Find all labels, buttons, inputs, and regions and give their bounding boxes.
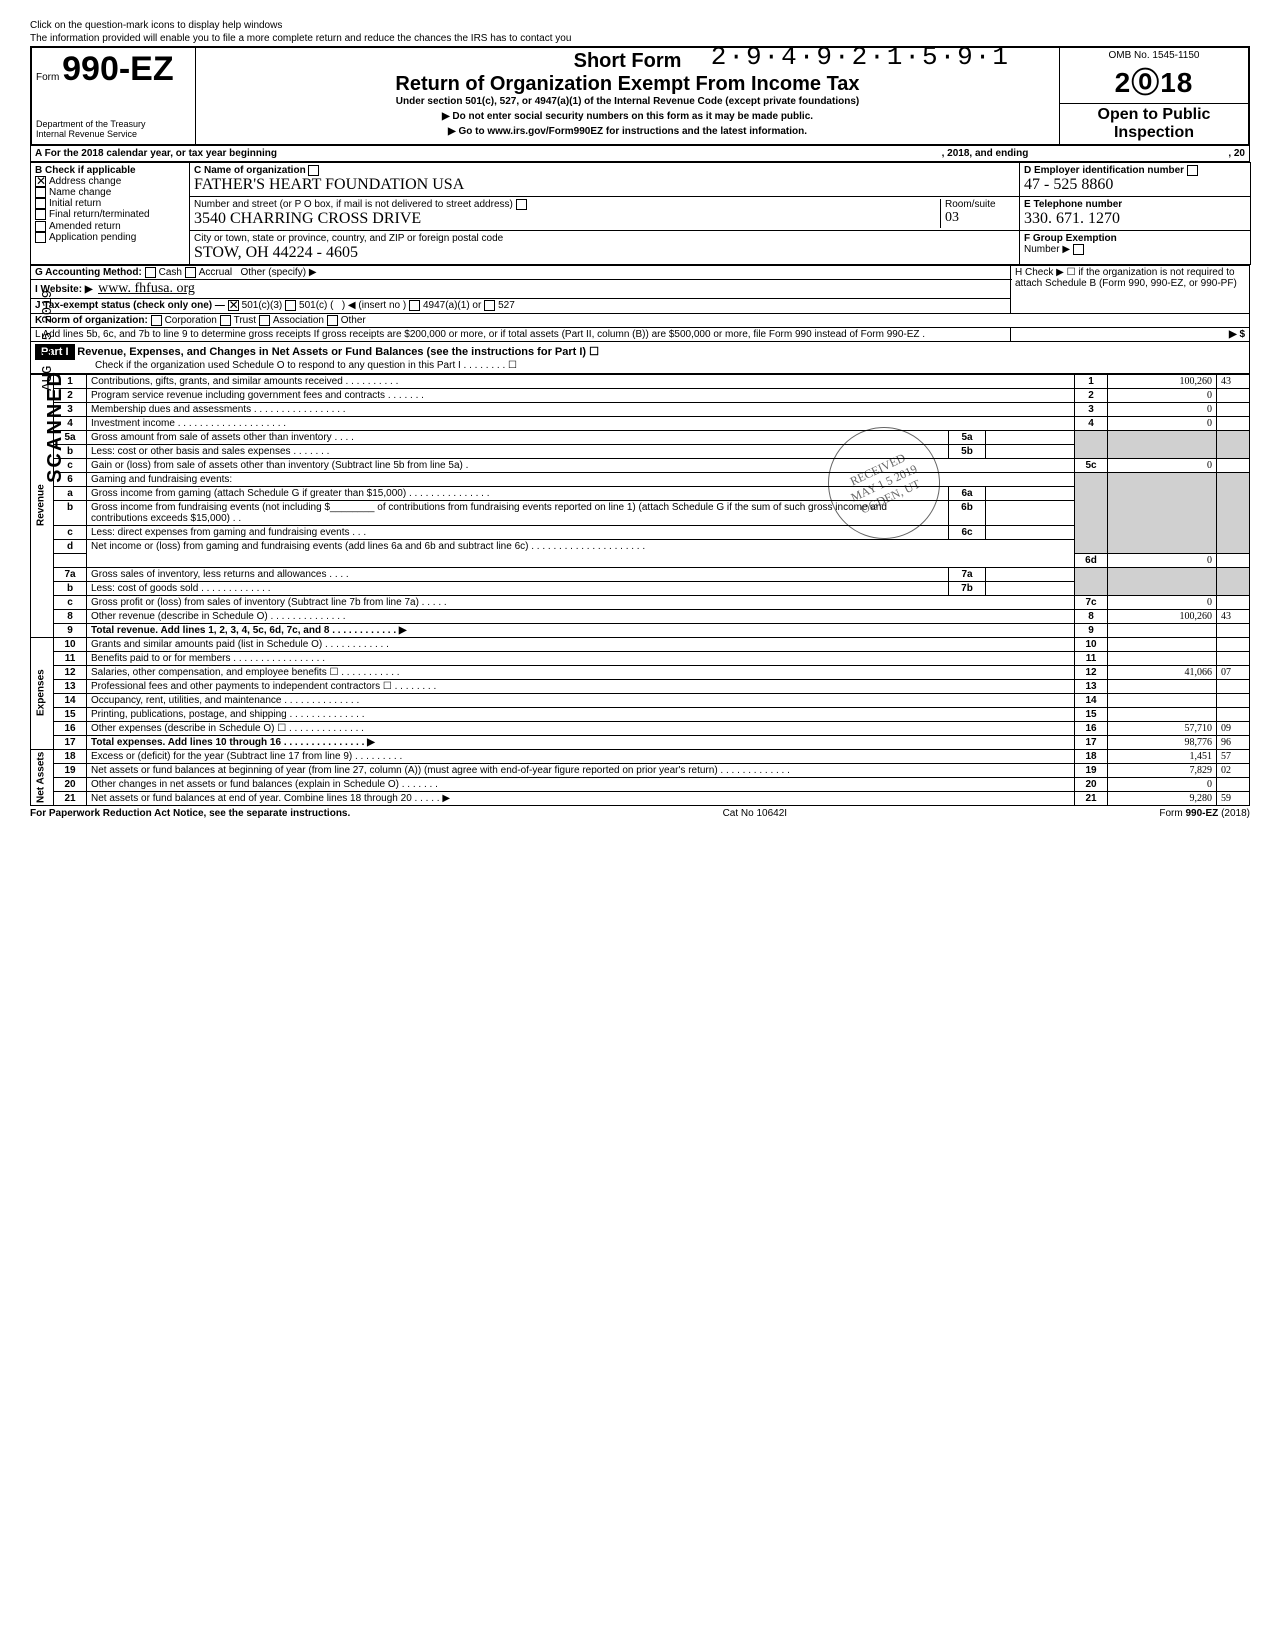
form-label: Form	[36, 72, 59, 83]
dept-irs: Internal Revenue Service	[36, 129, 191, 139]
check-501c3[interactable]	[228, 300, 239, 311]
open-public-1: Open to Public	[1064, 106, 1244, 124]
under-section: Under section 501(c), 527, or 4947(a)(1)…	[200, 96, 1055, 107]
section-a-row: A For the 2018 calendar year, or tax yea…	[30, 146, 1250, 162]
form-number: 990-EZ	[62, 50, 174, 88]
org-address: 3540 CHARRING CROSS DRIVE	[194, 210, 421, 227]
check-cash[interactable]	[145, 267, 156, 278]
footer-left: For Paperwork Reduction Act Notice, see …	[30, 808, 350, 819]
check-initial-return[interactable]	[35, 198, 46, 209]
check-corp[interactable]	[151, 315, 162, 326]
ein-overlay: 2·9·4·9·2·1·5·9·1	[711, 42, 1010, 72]
check-final-return[interactable]	[35, 209, 46, 220]
ein-value: 47 - 525 8860	[1024, 176, 1113, 193]
return-title: Return of Organization Exempt From Incom…	[200, 73, 1055, 96]
check-501c[interactable]	[285, 300, 296, 311]
check-name-change[interactable]	[35, 187, 46, 198]
check-amended[interactable]	[35, 221, 46, 232]
check-assoc[interactable]	[259, 315, 270, 326]
expenses-label: Expenses	[31, 637, 54, 749]
header-table: Form 990-EZ Department of the Treasury I…	[30, 46, 1250, 146]
section-c: C Name of organization FATHER'S HEART FO…	[190, 163, 1020, 265]
dept-treasury: Department of the Treasury	[36, 119, 191, 129]
check-527[interactable]	[484, 300, 495, 311]
section-b: B Check if applicable Address change Nam…	[31, 163, 190, 265]
omb-number: OMB No. 1545-1150	[1064, 50, 1244, 61]
section-h: H Check ▶ ☐ if the organization is not r…	[1011, 266, 1250, 313]
ssn-warning: ▶ Do not enter social security numbers o…	[200, 111, 1055, 122]
goto-link: ▶ Go to www.irs.gov/Form990EZ for instru…	[200, 126, 1055, 137]
check-other-org[interactable]	[327, 315, 338, 326]
check-4947[interactable]	[409, 300, 420, 311]
right-info: D Employer identification number 47 - 52…	[1020, 163, 1251, 265]
net-assets-label: Net Assets	[31, 749, 54, 805]
info-grid: B Check if applicable Address change Nam…	[30, 162, 1251, 265]
check-pending[interactable]	[35, 232, 46, 243]
part1-header-row: Part I Revenue, Expenses, and Changes in…	[30, 342, 1250, 374]
footer: For Paperwork Reduction Act Notice, see …	[30, 808, 1250, 819]
help-text-2: The information provided will enable you…	[30, 33, 1250, 44]
footer-right: Form 990-EZ (2018)	[1159, 808, 1250, 819]
section-l: L Add lines 5b, 6c, and 7b to line 9 to …	[31, 327, 1011, 341]
help-text-1: Click on the question-mark icons to disp…	[30, 20, 1250, 31]
org-name: FATHER'S HEART FOUNDATION USA	[194, 176, 464, 193]
telephone-value: 330. 671. 1270	[1024, 210, 1120, 227]
part1-table: Revenue 1 Contributions, gifts, grants, …	[30, 374, 1250, 806]
check-accrual[interactable]	[185, 267, 196, 278]
footer-mid: Cat No 10642I	[723, 808, 788, 819]
check-trust[interactable]	[220, 315, 231, 326]
ghijk-table: G Accounting Method: Cash Accrual Other …	[30, 265, 1250, 341]
website-value: www. fhfusa. org	[98, 281, 195, 296]
check-address-change[interactable]	[35, 176, 46, 187]
section-l-amount: ▶ $	[1011, 327, 1250, 341]
open-public-2: Inspection	[1064, 124, 1244, 142]
org-city: STOW, OH 44224 - 4605	[194, 244, 358, 261]
tax-year: 2⓪18	[1064, 61, 1244, 101]
revenue-label: Revenue	[31, 374, 54, 637]
room-suite-value: 03	[945, 210, 959, 225]
